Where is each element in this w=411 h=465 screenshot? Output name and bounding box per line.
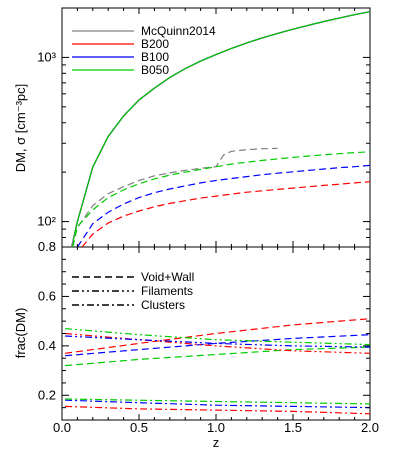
series-filaments-ff0000 [65, 332, 370, 354]
series-void-wall-0000ff [65, 334, 370, 357]
axis-ticks [62, 7, 370, 421]
y-tick-label: 10² [37, 214, 56, 229]
legend-label-b050: B050 [141, 63, 169, 77]
bottom-ylabel: frac(DM) [13, 308, 28, 359]
series-mcquinn2014-sigma [70, 147, 278, 247]
series-b050-sigma [72, 151, 370, 247]
series-filaments-00cc00 [65, 328, 370, 346]
legend-label-mcquinn2014: McQuinn2014 [141, 24, 216, 38]
legend-label-filaments: Filaments [141, 284, 193, 298]
y-tick-label: 0.8 [38, 239, 56, 254]
y-tick-label: 0.6 [38, 288, 56, 303]
top-series-group [70, 11, 370, 247]
x-tick-label: 2.0 [361, 420, 379, 435]
y-tick-label: 10³ [37, 49, 56, 64]
bottom-panel-frame [61, 246, 371, 421]
series-b050-DM [71, 11, 370, 247]
legend-label-void-wall: Void+Wall [141, 270, 194, 284]
xlabel: z [213, 435, 220, 450]
series-mcquinn2014-DM [71, 11, 370, 247]
series-b100-DM [71, 11, 370, 247]
legend-label-b100: B100 [141, 50, 169, 64]
axis-tick-labels: 0.0 0.5 1.0 1.5 2.0 10² 10³ 0.2 0.4 0.6 0.8 [37, 49, 379, 435]
x-tick-label: 0.5 [130, 420, 148, 435]
series-clusters-00cc00 [65, 398, 370, 405]
series-filaments-0000ff [65, 335, 370, 348]
top-ylabel: DM, σ [cm⁻³pc] [13, 84, 28, 173]
series-void-wall-00cc00 [65, 346, 370, 367]
bottom-series-group [65, 318, 370, 415]
x-tick-label: 1.5 [284, 420, 302, 435]
series-clusters-0000ff [65, 399, 370, 409]
legend-label-clusters: Clusters [141, 298, 185, 312]
series-void-wall-ff0000 [65, 318, 370, 354]
series-b200-DM [71, 11, 370, 247]
y-tick-label: 0.2 [38, 387, 56, 402]
series-b200-sigma [81, 181, 370, 247]
x-tick-label: 0.0 [53, 420, 71, 435]
y-tick-label: 0.4 [38, 338, 56, 353]
series-clusters-ff0000 [65, 405, 370, 415]
x-tick-label: 1.0 [207, 420, 225, 435]
legend-label-b200: B200 [141, 37, 169, 51]
series-b100-sigma [76, 164, 370, 247]
